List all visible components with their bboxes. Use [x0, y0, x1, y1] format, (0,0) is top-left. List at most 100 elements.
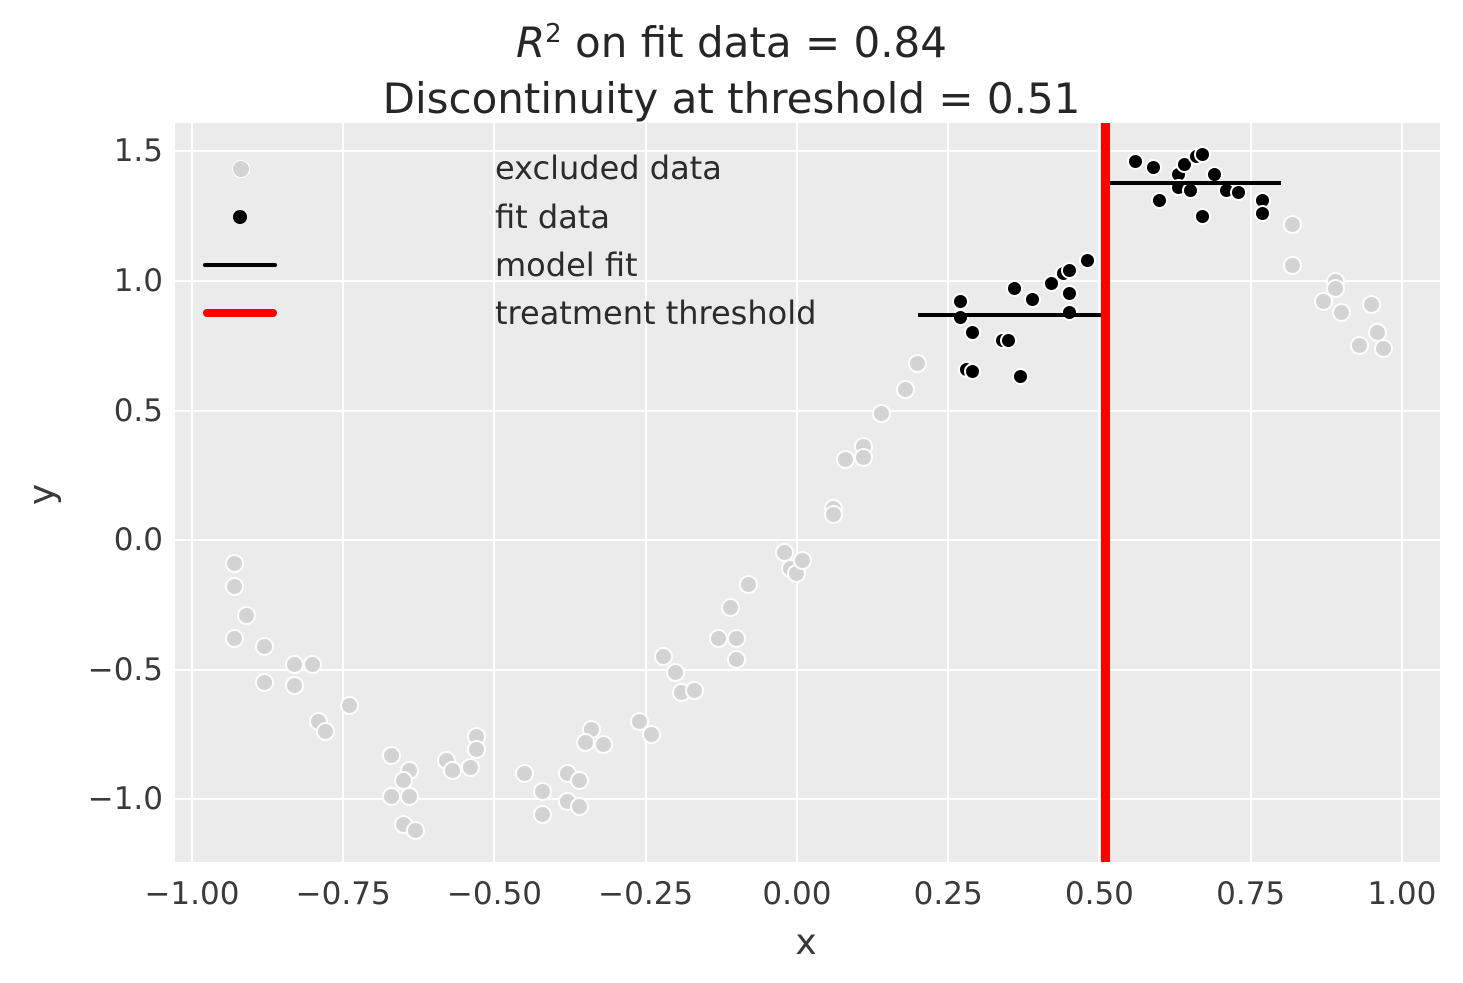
excluded-data-point [835, 450, 855, 470]
excluded-data-point [1374, 338, 1394, 358]
excluded-data-point [1331, 302, 1351, 322]
y-tick-label: 0.5 [113, 392, 163, 429]
excluded-data-point [382, 745, 402, 765]
y-tick-label: 0.0 [113, 522, 163, 559]
excluded-data-point [908, 354, 928, 374]
excluded-data-point [533, 781, 553, 801]
excluded-data-point [515, 763, 535, 783]
y-gridline [175, 280, 1440, 282]
fit-data-point [1193, 207, 1211, 225]
plot-area [175, 123, 1440, 862]
y-tick-label: −1.0 [87, 781, 163, 818]
fit-data-point [1060, 285, 1078, 303]
chart-title-line2: Discontinuity at threshold = 0.51 [382, 74, 1081, 123]
x-tick-label: −0.50 [446, 876, 542, 912]
excluded-data-point [285, 675, 305, 695]
x-tick-label: −0.75 [295, 876, 391, 912]
legend-item: excluded data [195, 146, 722, 190]
excluded-data-point [684, 680, 704, 700]
legend-label: fit data [495, 198, 610, 236]
legend-item: treatment threshold [195, 291, 816, 335]
y-tick-label: −0.5 [87, 651, 163, 688]
excluded-data-point [255, 636, 275, 656]
y-gridline [175, 150, 1440, 153]
excluded-data-point [896, 380, 916, 400]
fit-data-point [1151, 192, 1169, 210]
excluded-data-point [255, 672, 275, 692]
x-gridline [795, 123, 798, 862]
excluded-data-point [224, 628, 244, 648]
fit-data-point [963, 363, 981, 381]
excluded-data-point [1283, 214, 1303, 234]
excluded-data-point [460, 758, 480, 778]
model-fit-segment [917, 312, 1106, 317]
fit-data-point [1078, 251, 1096, 269]
excluded-data-point [339, 696, 359, 716]
fit-data-point [951, 293, 969, 311]
fit-data-point [1060, 262, 1078, 280]
y-gridline [175, 409, 1440, 412]
excluded-data-point [823, 504, 843, 524]
excluded-data-point [593, 735, 613, 755]
excluded-data-point [642, 724, 662, 744]
excluded-data-point [533, 805, 553, 825]
x-gridline [644, 123, 647, 862]
chart-title: R2 on fit data = 0.84 Discontinuity at t… [0, 6, 1463, 127]
excluded-data-point [1350, 336, 1370, 356]
excluded-data-point [726, 649, 746, 669]
y-gridline [175, 539, 1440, 542]
excluded-data-point [303, 654, 323, 674]
excluded-data-point [224, 577, 244, 597]
y-axis-label: y [21, 483, 63, 506]
fit-data-point [963, 324, 981, 342]
y-gridline [175, 668, 1440, 671]
fit-data-point [1012, 368, 1030, 386]
x-tick-label: 0.75 [1216, 876, 1286, 912]
excluded-data-point [654, 647, 674, 667]
excluded-data-point [726, 628, 746, 648]
excluded-data-point [853, 447, 873, 467]
fit-data-point [1193, 145, 1211, 163]
excluded-data-point [708, 628, 728, 648]
excluded-data-point [382, 786, 402, 806]
excluded-data-point [1313, 292, 1333, 312]
y-gridline [175, 798, 1440, 801]
excluded-data-point [1325, 279, 1345, 299]
fit-data-point [1006, 280, 1024, 298]
model-fit-segment [1105, 180, 1281, 185]
r-squared-exponent: 2 [545, 19, 562, 49]
x-gridline [1098, 123, 1101, 862]
excluded-data-point [666, 662, 686, 682]
excluded-data-point [224, 553, 244, 573]
chart-title-line1: R2 on fit data = 0.84 [515, 18, 948, 67]
excluded-data-point [569, 771, 589, 791]
x-gridline [493, 123, 496, 862]
excluded-data-point [739, 574, 758, 594]
x-gridline [947, 123, 950, 862]
excluded-data-point [575, 732, 595, 752]
excluded-data-point [400, 786, 420, 806]
fit-data-point [1127, 153, 1145, 171]
x-gridline [342, 123, 345, 862]
fit-data-point [1024, 290, 1042, 308]
treatment-threshold-line [1100, 123, 1110, 862]
excluded-data-point [1362, 294, 1382, 314]
legend-label: model fit [495, 246, 638, 284]
fit-data-point [1254, 205, 1272, 223]
x-gridline [1400, 123, 1403, 862]
excluded-data-point [793, 551, 813, 571]
excluded-data-point [285, 654, 305, 674]
x-tick-label: 0.50 [1064, 876, 1134, 912]
x-axis-label: x [795, 922, 817, 963]
excluded-data-point [442, 761, 462, 781]
excluded-data-point [315, 722, 335, 742]
excluded-data-point [569, 797, 589, 817]
x-gridline [1249, 123, 1252, 862]
fit-data-legend-dot-icon [233, 210, 247, 224]
treatment-threshold-legend-line-icon [203, 309, 277, 317]
y-tick-label: 1.5 [113, 133, 163, 170]
excluded-data-point [466, 740, 486, 760]
legend-label: treatment threshold [495, 294, 817, 332]
excluded-data-point [1283, 255, 1303, 275]
